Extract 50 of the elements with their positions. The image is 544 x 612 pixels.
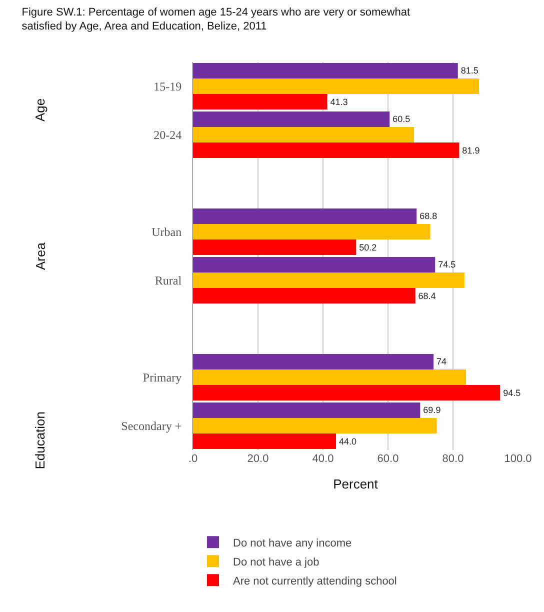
x-tick-label: 60.0 [377, 453, 399, 465]
x-tick-label: .0 [188, 453, 198, 465]
bar [193, 240, 356, 256]
y-tick-label: 20-24 [154, 128, 182, 142]
legend-label: Do not have a job [233, 556, 320, 568]
data-label: 81.9 [462, 145, 480, 156]
x-axis-title: Percent [333, 476, 378, 492]
data-label: 50.2 [359, 242, 377, 252]
x-tick-label: 100.0 [504, 453, 532, 465]
bar [193, 402, 420, 418]
bar [193, 126, 414, 143]
legend-label: Are not currently attending school [233, 575, 397, 588]
bar [193, 385, 500, 401]
data-label: 94.5 [503, 388, 521, 398]
bar [193, 78, 479, 94]
bar [193, 111, 390, 127]
bar [193, 354, 434, 370]
bar [193, 434, 336, 450]
data-label: 69.9 [423, 405, 441, 416]
data-label: 68.8 [420, 211, 438, 222]
y-tick-label: Urban [152, 224, 182, 239]
text: Area [33, 242, 48, 270]
data-label: 68.4 [418, 290, 436, 301]
text: Age [32, 98, 48, 122]
bar [193, 142, 460, 158]
data-label: 41.3 [330, 96, 348, 107]
bar [193, 272, 464, 288]
x-tick-label: 40.0 [312, 453, 334, 465]
legend-label: Do not have any income [233, 537, 352, 550]
bar [193, 256, 436, 272]
bar [193, 224, 430, 240]
data-label: 44.0 [339, 436, 357, 446]
bar [193, 369, 466, 386]
bar [193, 62, 458, 78]
y-tick-label: Secondary + [121, 418, 182, 433]
x-tick-label: 20.0 [247, 453, 269, 465]
bar [193, 208, 417, 224]
bar [193, 94, 328, 110]
bar [193, 418, 437, 434]
chart-title: Figure SW.1: Percentage of women age 15-24 years who are very or somewhat satisfied by Age, Area and Education, Belize, 2011 [22, 6, 410, 33]
bar [193, 288, 416, 304]
y-tick-label: Primary [142, 370, 182, 384]
data-label: 81.5 [460, 66, 478, 76]
x-tick-label: 80.0 [442, 453, 464, 465]
y-tick-label: Rural [154, 273, 182, 288]
data-label: 74 [436, 356, 447, 367]
text: Education [32, 411, 48, 470]
data-label: 74.5 [438, 260, 456, 270]
y-tick-label: 15-19 [154, 79, 182, 94]
data-label: 60.5 [392, 114, 410, 124]
